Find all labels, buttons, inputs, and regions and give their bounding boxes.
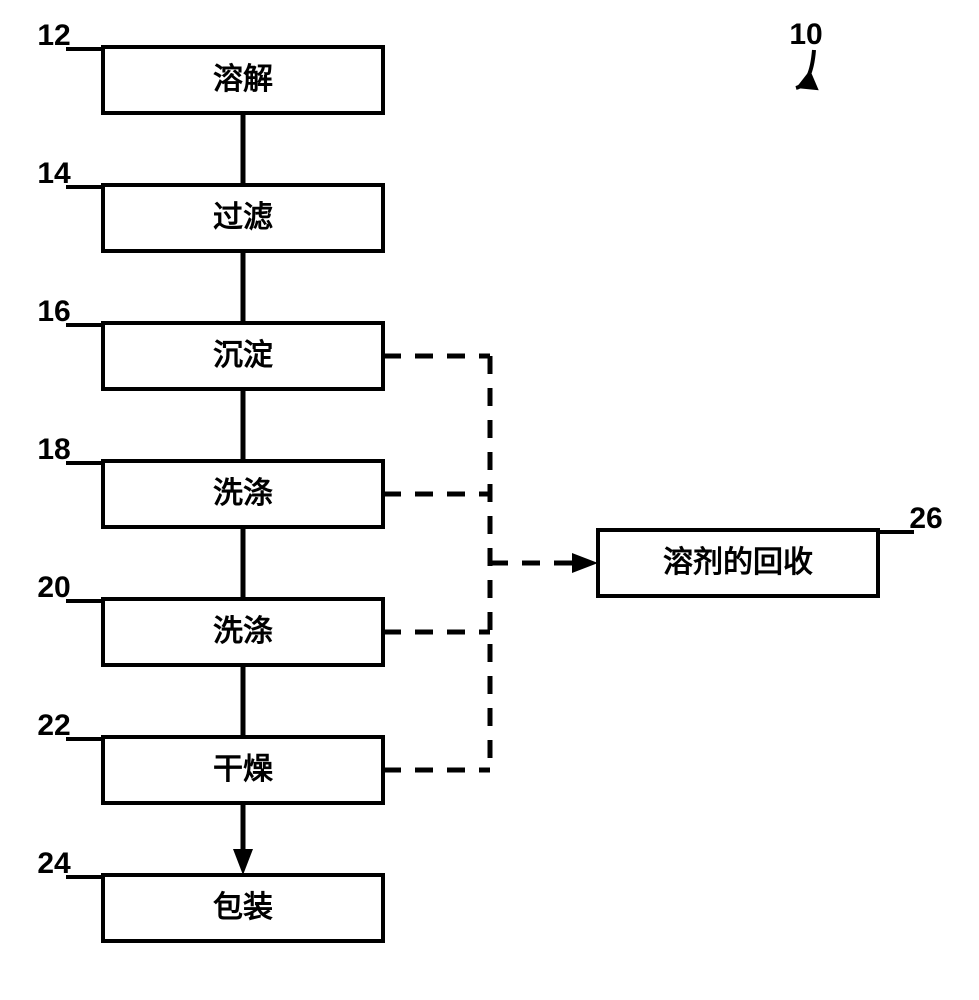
flow-box-label-b22: 干燥 [213, 753, 274, 786]
ref-number-n22: 22 [37, 709, 70, 742]
flow-box-label-b16: 沉淀 [213, 339, 273, 372]
ref-number-n16: 16 [37, 295, 70, 328]
flow-box-label-b26: 溶剂的回收 [663, 545, 813, 579]
flow-box-label-b14: 过滤 [213, 201, 273, 234]
ref-number-n12: 12 [37, 19, 70, 52]
arrowhead-into-b26 [572, 553, 598, 573]
flow-box-label-b24: 包装 [213, 890, 273, 924]
ref-number-n14: 14 [37, 157, 71, 190]
ref-number-n26: 26 [909, 502, 942, 535]
flow-box-label-b12: 溶解 [213, 62, 273, 96]
ref-number-n10: 10 [789, 18, 822, 51]
flow-box-label-b20: 洗涤 [213, 615, 273, 648]
flow-box-label-b18: 洗涤 [213, 477, 273, 510]
ref-number-n24: 24 [37, 847, 71, 880]
arrowhead-n10 [796, 70, 819, 90]
arrowhead-into-b24 [233, 849, 253, 875]
ref-number-n20: 20 [37, 571, 70, 604]
ref-number-n18: 18 [37, 433, 70, 466]
